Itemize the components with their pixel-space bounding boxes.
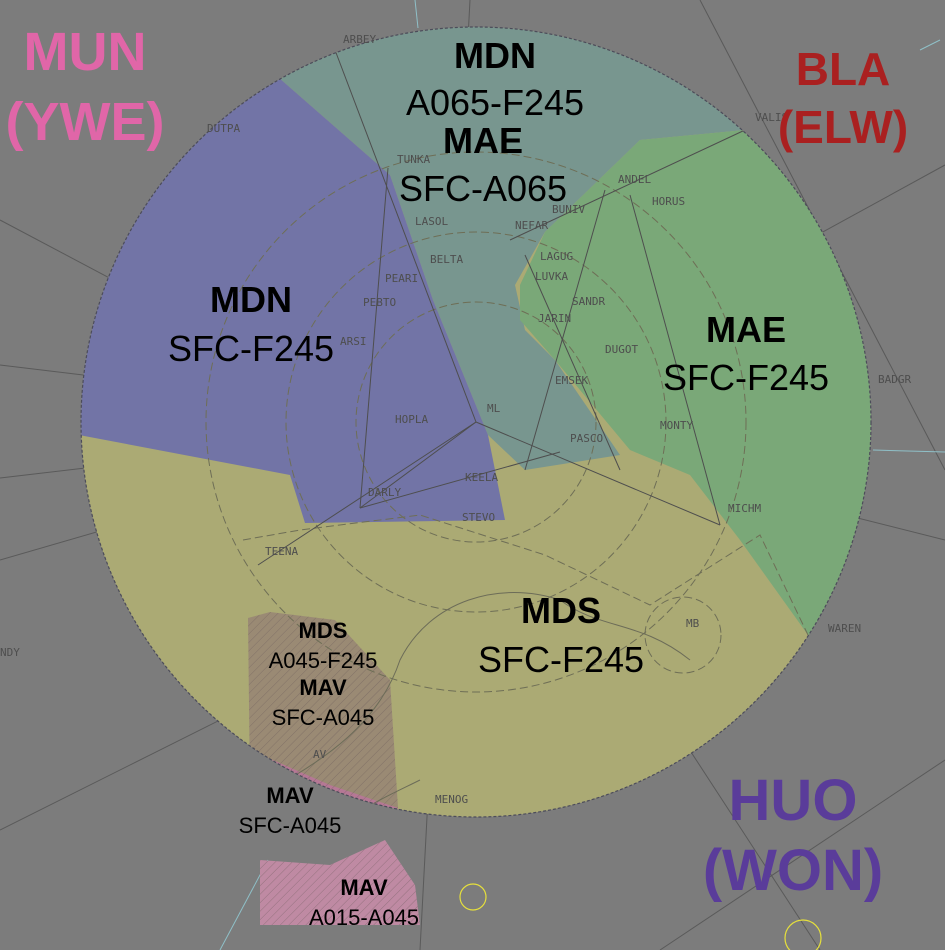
inner-features: [205, 151, 809, 693]
neighbour-mun-code: (YWE): [6, 92, 165, 152]
sector-label-mds-main-name: MDS: [521, 590, 601, 631]
sector-label-mav-box-alt: SFC-A045: [272, 705, 375, 730]
sector-label-mav-box-name: MAV: [299, 675, 347, 700]
sector-label-mds-main-alt: SFC-F245: [478, 639, 644, 680]
waypoint-dutpa: DUTPA: [207, 122, 240, 135]
sector-labels: MDN A065-F245 MAE SFC-A065 MDN SFC-F245 …: [168, 35, 829, 930]
neighbour-bla-code: (ELW): [778, 101, 908, 153]
sector-label-mdn-west-name: MDN: [210, 279, 292, 320]
waypoint-horus: HORUS: [652, 195, 685, 208]
sector-label-mae-lower-alt: SFC-A065: [399, 168, 567, 209]
sector-label-mae-east-name: MAE: [706, 309, 786, 350]
sector-label-mdn-upper-name: MDN: [454, 35, 536, 76]
waypoint-badgr: BADGR: [878, 373, 911, 386]
sector-label-mav-mid-alt: SFC-A045: [239, 813, 342, 838]
waypoint-emsek: EMSEK: [555, 374, 588, 387]
waypoint-ndy: NDY: [0, 646, 20, 659]
waypoint-valis: VALIS: [755, 111, 788, 124]
sector-label-mav-low-alt: A015-A045: [309, 905, 419, 930]
sector-label-mae-lower-name: MAE: [443, 120, 523, 161]
waypoint-lagug: LAGUG: [540, 250, 573, 263]
sector-label-mae-east-alt: SFC-F245: [663, 357, 829, 398]
sector-label-mds-box-alt: A045-F245: [269, 648, 378, 673]
sector-label-mav-low-name: MAV: [340, 875, 388, 900]
waypoint-waren: WAREN: [828, 622, 861, 635]
neighbour-huo-code: (WON): [703, 838, 883, 903]
waypoint-belta: BELTA: [430, 253, 463, 266]
waypoint-nefar: NEFAR: [515, 219, 548, 232]
waypoint-jarin: JARIN: [538, 312, 571, 325]
waypoint-mb: MB: [686, 617, 700, 630]
waypoint-luvka: LUVKA: [535, 270, 568, 283]
waypoint-teena: TEENA: [265, 545, 298, 558]
heliport-marker: [459, 883, 487, 911]
waypoint-stevo: STEVO: [462, 511, 495, 524]
sector-label-mdn-upper-alt: A065-F245: [406, 82, 584, 123]
neighbour-mun-name: MUN: [24, 22, 147, 82]
neighbour-bla-name: BLA: [796, 43, 891, 95]
waypoint-arbey: ARBEY: [343, 33, 376, 46]
waypoint-sandr: SANDR: [572, 295, 605, 308]
tma-boundary: [80, 26, 872, 818]
waypoint-menog: MENOG: [435, 793, 468, 806]
sector-label-mav-mid-name: MAV: [266, 783, 314, 808]
neighbour-labels: MUN (YWE) BLA (ELW) HUO (WON): [6, 22, 909, 903]
waypoint-buniv: BUNIV: [552, 203, 585, 216]
waypoint-keela: KEELA: [465, 471, 498, 484]
waypoint-michm: MICHM: [728, 502, 761, 515]
waypoint-arsi: ARSI: [340, 335, 367, 348]
waypoint-andel: ANDEL: [618, 173, 651, 186]
waypoint-darly: DARLY: [368, 486, 401, 499]
waypoint-dugot: DUGOT: [605, 343, 638, 356]
waypoint-hopla: HOPLA: [395, 413, 428, 426]
sector-mdn-upper: [81, 27, 871, 470]
waypoint-labels: ARBEY DUTPA TUNKA LASOL PEARI PEBTO ARSI…: [0, 33, 911, 806]
waypoint-av: AV: [313, 748, 327, 761]
sector-label-mds-box-name: MDS: [299, 618, 348, 643]
neighbour-huo-name: HUO: [729, 768, 858, 833]
waypoint-monty: MONTY: [660, 419, 693, 432]
waypoint-tunka: TUNKA: [397, 153, 430, 166]
airfield-marker: [784, 919, 822, 950]
waypoint-pasco: PASCO: [570, 432, 603, 445]
sector-label-mdn-west-alt: SFC-F245: [168, 328, 334, 369]
waypoint-ml: ML: [487, 402, 501, 415]
waypoint-peari: PEARI: [385, 272, 418, 285]
waypoint-pebto: PEBTO: [363, 296, 396, 309]
routes: [257, 49, 746, 566]
waypoint-lasol: LASOL: [415, 215, 448, 228]
